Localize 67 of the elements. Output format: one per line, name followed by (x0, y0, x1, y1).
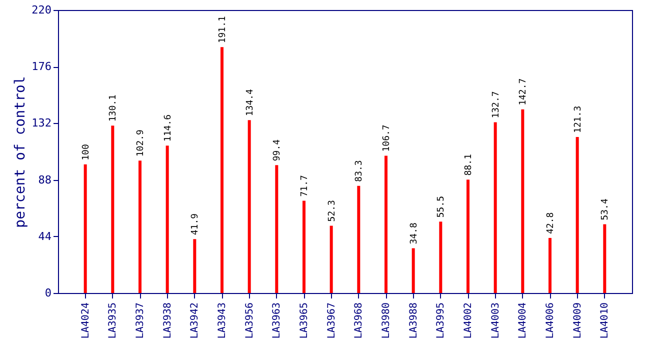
x-tick-label: LA4006 (545, 302, 556, 339)
data-label: 42.8 (546, 212, 556, 234)
x-tick-label: LA4009 (572, 302, 584, 339)
x-tick-label: LA3967 (326, 302, 338, 339)
x-tick-label: LA3937 (135, 302, 146, 339)
data-label: 71.7 (300, 175, 310, 197)
x-tick-label: LA3935 (108, 302, 119, 339)
y-tick-label: 176 (32, 60, 52, 74)
x-tick-label: LA3980 (381, 302, 392, 339)
data-label: 102.9 (136, 130, 146, 157)
bar (275, 165, 278, 293)
data-label: 99.4 (272, 139, 283, 162)
data-label: 142.7 (518, 78, 529, 106)
x-tick-label: LA3956 (244, 302, 256, 339)
bar (84, 164, 87, 293)
x-tick-label: LA3968 (354, 302, 365, 339)
bar (548, 238, 552, 293)
y-tick-label: 44 (38, 230, 52, 243)
x-tick-label: LA4004 (518, 302, 529, 339)
bar (603, 224, 606, 293)
x-tick-label: LA4010 (600, 302, 611, 339)
x-tick-label: LA3965 (299, 302, 310, 339)
y-tick-label: 0 (44, 286, 52, 300)
data-label: 100 (81, 144, 92, 160)
x-tick-label: LA3938 (162, 302, 174, 339)
bar (576, 136, 579, 293)
bar (302, 200, 306, 293)
y-axis-title: percent of control (12, 76, 29, 228)
bar (138, 160, 142, 293)
data-label: 132.7 (491, 91, 502, 118)
data-label: 121.3 (573, 106, 584, 133)
x-tick-label: LA4002 (463, 302, 474, 339)
data-label: 55.5 (436, 196, 447, 218)
y-tick-label: 88 (38, 173, 52, 186)
bar (494, 122, 497, 293)
bar (330, 226, 333, 293)
data-label: 52.3 (327, 200, 338, 222)
bar (439, 222, 442, 293)
data-label: 106.7 (382, 124, 392, 152)
x-tick-label: LA3963 (272, 302, 283, 339)
data-label: 191.1 (218, 16, 228, 44)
y-tick-label: 132 (32, 116, 52, 130)
x-tick-label: LA3943 (217, 302, 228, 339)
bar (248, 120, 251, 293)
x-tick-label: LA3988 (408, 302, 420, 339)
x-tick-label: LA4003 (490, 302, 502, 339)
x-tick-label: LA3942 (190, 302, 201, 339)
bar (466, 180, 470, 293)
bar (111, 126, 114, 293)
bar (166, 146, 169, 293)
bar (412, 248, 415, 293)
bar (521, 109, 524, 293)
bar (357, 186, 360, 293)
data-label: 34.8 (409, 222, 420, 244)
y-tick-label: 220 (32, 4, 52, 16)
data-label: 114.6 (163, 114, 174, 142)
data-label: 130.1 (108, 94, 119, 122)
bar (193, 239, 196, 293)
bar (384, 156, 388, 293)
x-tick-label: LA4024 (80, 302, 92, 339)
bar (220, 47, 224, 293)
data-label: 88.1 (464, 154, 474, 176)
data-label: 41.9 (190, 213, 201, 236)
data-label: 83.3 (354, 160, 365, 182)
x-tick-label: LA3995 (436, 302, 447, 339)
data-label: 53.4 (600, 198, 611, 220)
data-label: 134.4 (245, 89, 256, 116)
